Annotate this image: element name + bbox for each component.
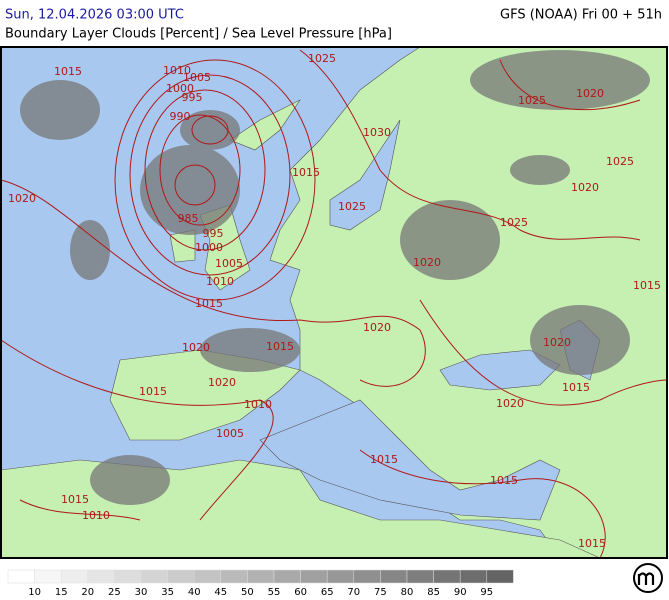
isobar-label: 995 bbox=[182, 91, 203, 104]
isobar-label: 1015 bbox=[578, 537, 606, 550]
legend-swatch bbox=[114, 569, 142, 584]
legend-swatch bbox=[433, 569, 461, 584]
legend-label: 85 bbox=[427, 587, 440, 598]
isobar-label: 1010 bbox=[206, 275, 234, 288]
isobar-label: 1000 bbox=[195, 241, 223, 254]
isobar-label: 1025 bbox=[518, 94, 546, 107]
legend-label: 40 bbox=[188, 587, 201, 598]
clouds bbox=[20, 50, 650, 505]
legend-swatch bbox=[140, 569, 168, 584]
legend-label: 45 bbox=[214, 587, 227, 598]
legend-label: 60 bbox=[294, 587, 307, 598]
isobar-label: 1015 bbox=[139, 385, 167, 398]
map: 1015 101010051000995990985995100010051010… bbox=[0, 46, 668, 559]
isobar-label: 1010 bbox=[163, 64, 191, 77]
isobar-label: 990 bbox=[170, 110, 191, 123]
legend-swatch bbox=[380, 569, 408, 584]
isobar-label: 1015 bbox=[370, 453, 398, 466]
legend-label: 70 bbox=[347, 587, 360, 598]
legend-swatch bbox=[406, 569, 434, 584]
isobar-label: 1015 bbox=[562, 381, 590, 394]
legend-label: 30 bbox=[135, 587, 148, 598]
isobar-label: 1015 bbox=[61, 493, 89, 506]
isobar-label: 1015 bbox=[266, 340, 294, 353]
isobar-label: 1020 bbox=[413, 256, 441, 269]
isobar-label: 1005 bbox=[183, 71, 211, 84]
legend-label: 10 bbox=[28, 587, 41, 598]
legend-label: 35 bbox=[161, 587, 174, 598]
legend-swatch bbox=[87, 569, 115, 584]
isobar-label: 1010 bbox=[244, 398, 272, 411]
isobar-label: 1020 bbox=[363, 321, 391, 334]
legend-label: 50 bbox=[241, 587, 254, 598]
logo-circle bbox=[633, 563, 663, 593]
isobar-label: 1025 bbox=[338, 200, 366, 213]
legend-label: 80 bbox=[401, 587, 414, 598]
legend-label: 75 bbox=[374, 587, 387, 598]
isobar-label: 1000 bbox=[166, 82, 194, 95]
legend-label: 90 bbox=[454, 587, 467, 598]
legend-swatch bbox=[167, 569, 195, 584]
legend-label: 20 bbox=[81, 587, 94, 598]
logo bbox=[633, 563, 663, 593]
isobar-label: 1020 bbox=[208, 376, 236, 389]
isobar-label: 1020 bbox=[8, 192, 36, 205]
legend-swatch bbox=[220, 569, 248, 584]
isobar-label: 1025 bbox=[308, 52, 336, 65]
isobar-label: 1020 bbox=[543, 336, 571, 349]
logo-mark bbox=[637, 572, 655, 585]
isobar-label: 1015 bbox=[633, 279, 661, 292]
legend-swatch bbox=[60, 569, 89, 584]
isobar-label: 1020 bbox=[571, 181, 599, 194]
legend-label: 55 bbox=[268, 587, 281, 598]
model-run: GFS (NOAA) Fri 00 + 51h bbox=[500, 8, 662, 23]
legend: 10 15 20 25 30 35 40 45 50 55 60 65 70 75 80 85 90 95 bbox=[7, 569, 514, 598]
legend-swatch bbox=[326, 569, 355, 584]
isobar-label: 1015 bbox=[195, 297, 223, 310]
legend-label: 15 bbox=[55, 587, 68, 598]
legend-swatch bbox=[273, 569, 301, 584]
legend-label: 65 bbox=[321, 587, 334, 598]
legend-swatch bbox=[34, 569, 62, 584]
isobar-label: 1015 bbox=[490, 474, 518, 487]
isobar-label: 1020 bbox=[576, 87, 604, 100]
legend-swatch bbox=[300, 569, 328, 584]
legend-swatch bbox=[7, 569, 35, 584]
legend-label: 25 bbox=[108, 587, 121, 598]
isobar-label: 1015 bbox=[292, 166, 320, 179]
datetime: Sun, 12.04.2026 03:00 UTC bbox=[5, 8, 184, 23]
isobar-label: 1015 bbox=[54, 65, 82, 78]
isobar-label: 1025 bbox=[606, 155, 634, 168]
isobar-label: 995 bbox=[203, 227, 224, 240]
isobar-label: 1020 bbox=[182, 341, 210, 354]
legend-label: 95 bbox=[480, 587, 493, 598]
isobar-label: 1020 bbox=[496, 397, 524, 410]
isobar-label: 1030 bbox=[363, 126, 391, 139]
legend-swatch bbox=[247, 569, 275, 584]
isobar-label: 1025 bbox=[500, 216, 528, 229]
map-frame bbox=[0, 46, 668, 559]
isobar-label: 1005 bbox=[216, 427, 244, 440]
isobar-label: 985 bbox=[178, 212, 199, 225]
isobar-label: 1005 bbox=[215, 257, 243, 270]
isobars: 1015 101010051000995990985995100010051010… bbox=[0, 49, 668, 559]
subtitle: Boundary Layer Clouds [Percent] / Sea Le… bbox=[5, 27, 392, 42]
legend-swatch bbox=[193, 569, 222, 584]
isobar-label: 1010 bbox=[82, 509, 110, 522]
legend-swatch bbox=[486, 569, 514, 584]
legend-swatch bbox=[459, 569, 488, 584]
legend-swatch bbox=[353, 569, 381, 584]
